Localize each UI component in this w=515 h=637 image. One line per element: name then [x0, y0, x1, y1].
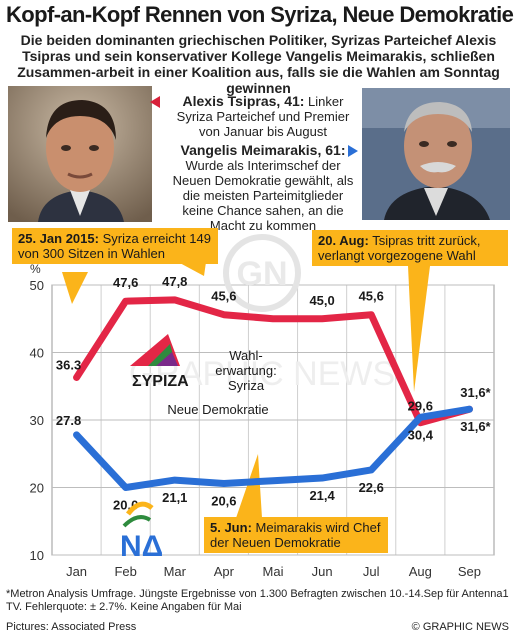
copyright: © GRAPHIC NEWS	[411, 621, 509, 633]
tsipras-name: Alexis Tsipras, 41:	[182, 93, 305, 109]
x-tick-label: Jan	[66, 564, 87, 579]
data-label-nd: 27.8	[56, 413, 81, 428]
data-label-syriza: 29,6	[408, 399, 433, 414]
nd-logo-flame-icon	[126, 501, 154, 516]
data-label-syriza: 47,8	[162, 274, 187, 289]
callout-jan-2015: 25. Jan 2015: Syriza erreicht 149 von 30…	[12, 228, 218, 264]
x-tick-label: Jul	[363, 564, 380, 579]
expectation-label: Syriza	[228, 378, 265, 393]
photo-credit: Pictures: Associated Press	[6, 621, 137, 633]
expectation-label: Wahl-	[229, 348, 262, 363]
meimarakis-photo	[362, 88, 510, 220]
page-subtitle: Die beiden dominanten griechischen Polit…	[17, 32, 500, 96]
data-label-nd: 30,4	[408, 427, 434, 442]
callout-jan-pointer-2	[178, 262, 206, 276]
meimarakis-marker-icon	[348, 145, 358, 157]
callout-aug-pointer	[408, 266, 430, 392]
tsipras-bio-text: Linker Syriza Parteichef und Premier von…	[176, 94, 350, 139]
callout-jun-date: 5. Jun:	[210, 520, 252, 535]
x-tick-label: Jun	[312, 564, 333, 579]
y-tick-label: 10	[30, 548, 44, 563]
x-tick-label: Mar	[164, 564, 187, 579]
data-label-syriza: 45,6	[211, 289, 236, 304]
data-label-syriza: 45,6	[359, 289, 384, 304]
meimarakis-bio: Vangelis Meimarakis, 61: Wurde als Inter…	[168, 142, 358, 234]
meimarakis-bio-text: Wurde als Interimschef der Neuen Demokra…	[172, 158, 354, 233]
meimarakis-name: Vangelis Meimarakis, 61:	[180, 142, 346, 158]
nd-logo-text: ΝΔ	[120, 530, 163, 563]
nd-series-label: Neue Demokratie	[167, 402, 268, 417]
y-tick-label: 40	[30, 346, 44, 361]
footnote: *Metron Analysis Umfrage. Jüngste Ergebn…	[6, 588, 509, 613]
callout-jun-5: 5. Jun: Meimarakis wird Chef der Neuen D…	[204, 517, 388, 553]
y-axis-label: %	[30, 262, 41, 276]
data-label-nd: 20,6	[211, 493, 236, 508]
x-tick-label: Sep	[458, 564, 481, 579]
callout-jan-text: Syriza erreicht 149 von 300 Sitzen in Wa…	[18, 231, 211, 261]
watermark-gn: GN	[237, 255, 288, 293]
series-line-nd	[73, 405, 473, 491]
callout-aug-text: Tsipras tritt zurück, verlangt vorgezoge…	[318, 233, 481, 263]
nd-logo-leaf-icon	[122, 515, 152, 528]
expectation-label: erwartung:	[215, 363, 276, 378]
data-label-nd: 21,1	[162, 490, 187, 505]
x-tick-label: Apr	[214, 564, 235, 579]
data-label-syriza: 45,0	[309, 293, 334, 308]
page-title: Kopf-an-Kopf Rennen von Syriza, Neue Dem…	[6, 2, 514, 27]
tsipras-bio: Alexis Tsipras, 41: Linker Syriza Partei…	[168, 93, 358, 140]
callout-aug-date: 20. Aug:	[318, 233, 369, 248]
x-tick-label: Aug	[409, 564, 432, 579]
x-tick-label: Mai	[263, 564, 284, 579]
y-tick-label: 30	[30, 413, 44, 428]
x-tick-label: Feb	[114, 564, 136, 579]
y-tick-label: 20	[30, 481, 44, 496]
data-label-nd: 22,6	[359, 480, 384, 495]
callout-jun-pointer	[236, 454, 262, 518]
tsipras-marker-icon	[150, 96, 160, 108]
callout-jun-text: Meimarakis wird Chef der Neuen Demokrati…	[210, 520, 381, 550]
callout-jan-date: 25. Jan 2015:	[18, 231, 99, 246]
syriza-logo-flag3-icon	[156, 352, 178, 366]
data-label-nd: 31,6*	[460, 419, 491, 434]
callout-aug-20: 20. Aug: Tsipras tritt zurück, verlangt …	[312, 230, 508, 266]
callout-jan-pointer	[62, 272, 88, 304]
poll-line-chart: 10 20 30 40 50% Jan Feb Mar Apr Mai Jun Jul Aug Sep G…	[30, 234, 495, 579]
series-line-syriza	[73, 296, 473, 427]
data-label-syriza: 47,6	[113, 275, 138, 290]
data-label-syriza: 31,6*	[460, 385, 491, 400]
syriza-logo-text: ΣΥΡΙΖΑ	[132, 373, 189, 390]
y-tick-label: 50	[30, 278, 44, 293]
data-label-syriza: 36.3	[56, 357, 81, 372]
watermark-gn-icon	[223, 234, 301, 312]
tsipras-photo	[8, 86, 152, 222]
data-label-nd: 21,4	[309, 488, 335, 503]
